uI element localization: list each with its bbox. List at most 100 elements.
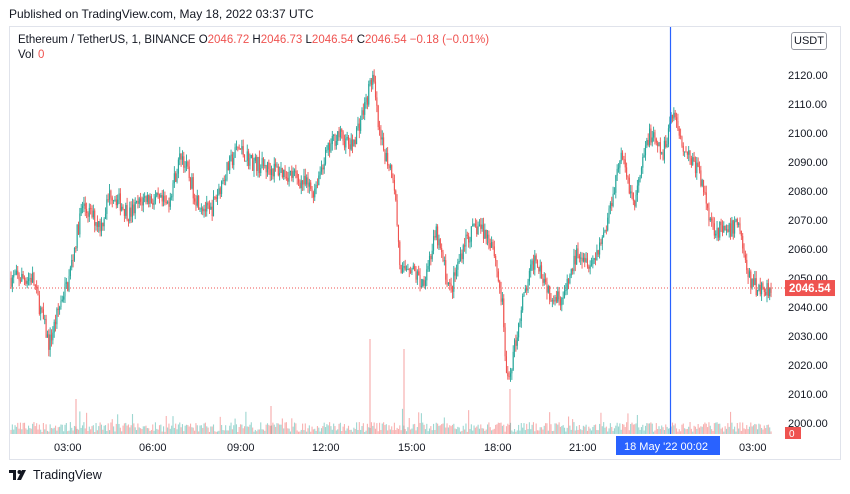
candle-body xyxy=(361,110,363,120)
candle-body xyxy=(168,201,170,207)
x-axis-tick-label: 03:00 xyxy=(54,442,82,454)
candle-body xyxy=(446,279,448,285)
volume-bar xyxy=(596,430,598,434)
volume-bar xyxy=(17,422,19,434)
volume-bar xyxy=(558,422,560,434)
volume-bar xyxy=(153,430,155,434)
candle-body xyxy=(261,158,263,169)
volume-bar xyxy=(520,423,522,434)
candle-body xyxy=(503,298,505,328)
volume-bar xyxy=(96,430,98,434)
candle-body xyxy=(122,206,124,209)
candle-body xyxy=(131,204,134,217)
volume-bar xyxy=(634,424,636,434)
currency-button[interactable]: USDT xyxy=(791,32,827,50)
volume-bar xyxy=(565,431,567,434)
candle-body xyxy=(470,226,472,242)
volume-bar xyxy=(304,423,306,434)
candle-body xyxy=(342,131,344,142)
candle-body xyxy=(697,162,699,167)
volume-bar xyxy=(709,425,711,434)
candle-body xyxy=(751,278,753,288)
candle-body xyxy=(191,177,193,189)
volume-bar xyxy=(743,428,745,434)
candle-body xyxy=(41,307,43,310)
volume-bar xyxy=(639,429,641,434)
volume-bar xyxy=(762,429,764,434)
volume-bar xyxy=(401,408,404,434)
symbol-title[interactable]: Ethereum / TetherUS, 1, BINANCE xyxy=(18,34,196,46)
volume-bar xyxy=(49,424,51,434)
candle-body xyxy=(289,170,291,172)
volume-bar xyxy=(311,426,313,434)
candle-body xyxy=(543,278,545,283)
volume-bar xyxy=(299,431,301,434)
volume-bar xyxy=(285,422,287,434)
candle-body xyxy=(477,226,479,235)
volume-bar xyxy=(609,423,611,434)
volume-bar xyxy=(175,423,177,434)
volume-bar xyxy=(104,425,107,434)
candle-body xyxy=(337,131,339,142)
candle-body xyxy=(497,271,499,282)
volume-bar xyxy=(584,426,586,434)
volume-bar xyxy=(566,427,568,434)
volume-bar xyxy=(117,414,119,434)
candle-body xyxy=(218,188,220,195)
volume-bar xyxy=(504,431,506,434)
volume-bar xyxy=(134,427,136,434)
candle-body xyxy=(325,150,327,164)
candle-body xyxy=(271,168,273,175)
volume-bar xyxy=(56,430,58,434)
candle-body xyxy=(287,177,289,182)
candle-body xyxy=(680,135,682,137)
volume-bar xyxy=(381,423,383,434)
candle-body xyxy=(11,277,13,287)
candle-body xyxy=(141,201,143,206)
volume-bar xyxy=(376,423,378,434)
candle-body xyxy=(712,220,714,224)
volume-bar xyxy=(723,431,725,434)
volume-bar xyxy=(368,427,370,434)
volume-bar xyxy=(233,425,235,434)
candle-body xyxy=(130,207,132,217)
volume-bar xyxy=(694,426,696,434)
candle-body xyxy=(721,225,723,233)
volume-bar xyxy=(289,431,291,434)
footer-brand[interactable]: TradingView xyxy=(9,468,102,482)
volume-bar xyxy=(291,418,293,434)
candle-body xyxy=(701,180,703,186)
volume-bar xyxy=(60,424,62,434)
volume-bar xyxy=(524,430,526,434)
volume-bar xyxy=(682,423,684,434)
candle-body xyxy=(239,148,242,150)
volume-bar xyxy=(751,426,753,434)
volume-bar xyxy=(631,422,633,434)
volume-bar xyxy=(238,427,240,434)
candle-body xyxy=(465,234,467,247)
volume-bar xyxy=(280,424,282,434)
candle-body xyxy=(630,191,632,194)
candle-body xyxy=(230,154,232,157)
candle-body xyxy=(752,278,755,286)
volume-bar xyxy=(142,426,144,434)
candle-body xyxy=(542,278,544,283)
volume-bar xyxy=(638,427,640,434)
volume-bar xyxy=(157,429,159,434)
volume-bar xyxy=(365,430,367,434)
volume-bar xyxy=(59,426,61,434)
volume-bar xyxy=(632,424,634,434)
volume-bar xyxy=(252,427,254,434)
candle-body xyxy=(245,160,247,162)
volume-bar xyxy=(148,428,150,434)
candle-body xyxy=(219,188,221,194)
candle-body xyxy=(757,290,759,296)
candle-body xyxy=(100,222,102,232)
candle-body xyxy=(462,245,464,260)
candle-body xyxy=(341,129,343,132)
candle-body xyxy=(431,250,433,260)
high-label: H xyxy=(252,34,261,46)
candle-body xyxy=(126,205,128,220)
candle-body xyxy=(183,156,185,168)
